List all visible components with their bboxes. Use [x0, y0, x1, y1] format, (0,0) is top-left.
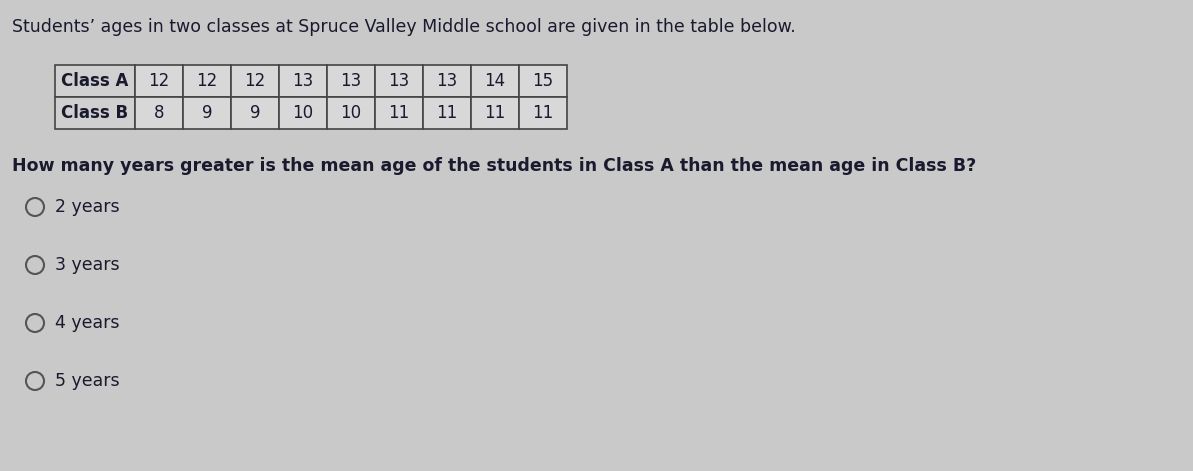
- Bar: [135, 97, 183, 129]
- Bar: [231, 65, 279, 97]
- Bar: [279, 97, 327, 129]
- Text: Class A: Class A: [61, 72, 129, 90]
- Text: 8: 8: [154, 104, 165, 122]
- Bar: [135, 65, 183, 97]
- Bar: [519, 97, 567, 129]
- Bar: [183, 97, 231, 129]
- Bar: [424, 97, 471, 129]
- Bar: [424, 65, 471, 97]
- Text: 10: 10: [292, 104, 314, 122]
- Bar: [279, 65, 327, 97]
- Text: 13: 13: [292, 72, 314, 90]
- Text: 12: 12: [148, 72, 169, 90]
- Bar: [471, 65, 519, 97]
- Text: 11: 11: [484, 104, 506, 122]
- Text: 12: 12: [197, 72, 217, 90]
- Text: 13: 13: [389, 72, 409, 90]
- Text: 14: 14: [484, 72, 506, 90]
- Text: Class B: Class B: [61, 104, 129, 122]
- Text: 3 years: 3 years: [55, 256, 119, 274]
- Text: 11: 11: [389, 104, 409, 122]
- Text: 15: 15: [532, 72, 554, 90]
- Bar: [183, 65, 231, 97]
- Text: 11: 11: [532, 104, 554, 122]
- Bar: [55, 65, 135, 97]
- Text: Students’ ages in two classes at Spruce Valley Middle school are given in the ta: Students’ ages in two classes at Spruce …: [12, 18, 796, 36]
- Bar: [327, 65, 375, 97]
- Bar: [231, 97, 279, 129]
- Text: 2 years: 2 years: [55, 198, 119, 216]
- Text: 11: 11: [437, 104, 458, 122]
- Text: How many years greater is the mean age of the students in Class A than the mean : How many years greater is the mean age o…: [12, 157, 976, 175]
- Bar: [327, 97, 375, 129]
- Text: 5 years: 5 years: [55, 372, 119, 390]
- Text: 9: 9: [202, 104, 212, 122]
- Bar: [471, 97, 519, 129]
- Text: 10: 10: [340, 104, 361, 122]
- Bar: [519, 65, 567, 97]
- Text: 13: 13: [340, 72, 361, 90]
- Text: 4 years: 4 years: [55, 314, 119, 332]
- Bar: [55, 97, 135, 129]
- Bar: [375, 97, 424, 129]
- Text: 13: 13: [437, 72, 458, 90]
- Bar: [375, 65, 424, 97]
- Text: 9: 9: [249, 104, 260, 122]
- Text: 12: 12: [245, 72, 266, 90]
